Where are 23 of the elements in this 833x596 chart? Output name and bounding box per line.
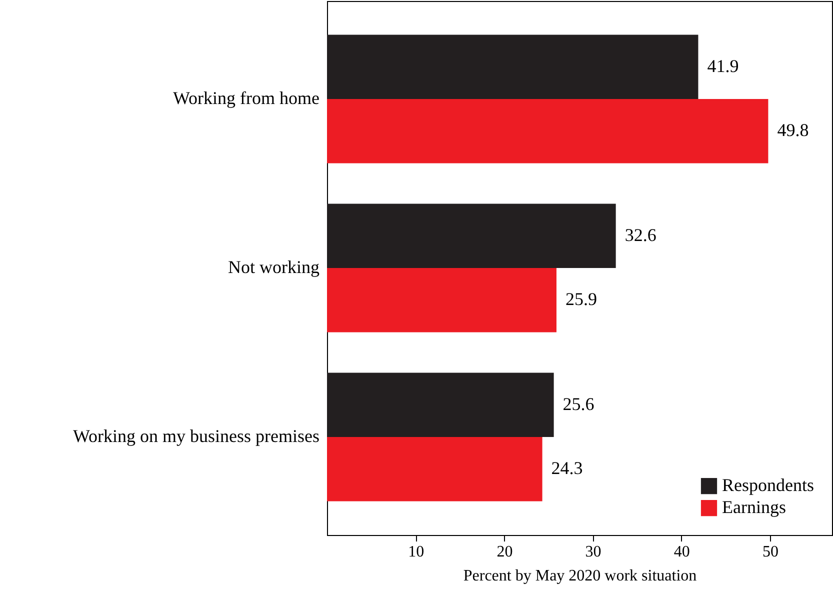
- x-tick-label: 30: [585, 544, 602, 560]
- data-label: 49.8: [777, 120, 809, 140]
- x-axis-title: Percent by May 2020 work situation: [463, 568, 697, 584]
- data-label: 24.3: [551, 458, 583, 478]
- y-tick-label: Working from home: [172, 88, 320, 108]
- x-tick-label: 50: [762, 544, 778, 560]
- x-tick-label: 10: [408, 544, 424, 560]
- data-label: 25.9: [565, 289, 597, 310]
- bar: [327, 34, 698, 100]
- bar: [327, 268, 556, 332]
- bar: [327, 372, 554, 437]
- legend-label: Earnings: [722, 497, 786, 517]
- x-tick-label: 40: [674, 544, 690, 560]
- bar: [327, 99, 768, 164]
- bar: [327, 436, 542, 502]
- legend-label: Respondents: [722, 475, 814, 495]
- bar: [327, 204, 616, 268]
- data-label: 41.9: [707, 56, 739, 76]
- data-label: 32.6: [624, 224, 656, 245]
- y-tick-label: Working on my business premises: [72, 426, 320, 446]
- y-tick-label: Not working: [228, 257, 320, 277]
- data-label: 25.6: [562, 394, 594, 414]
- x-tick-label: 20: [496, 544, 513, 560]
